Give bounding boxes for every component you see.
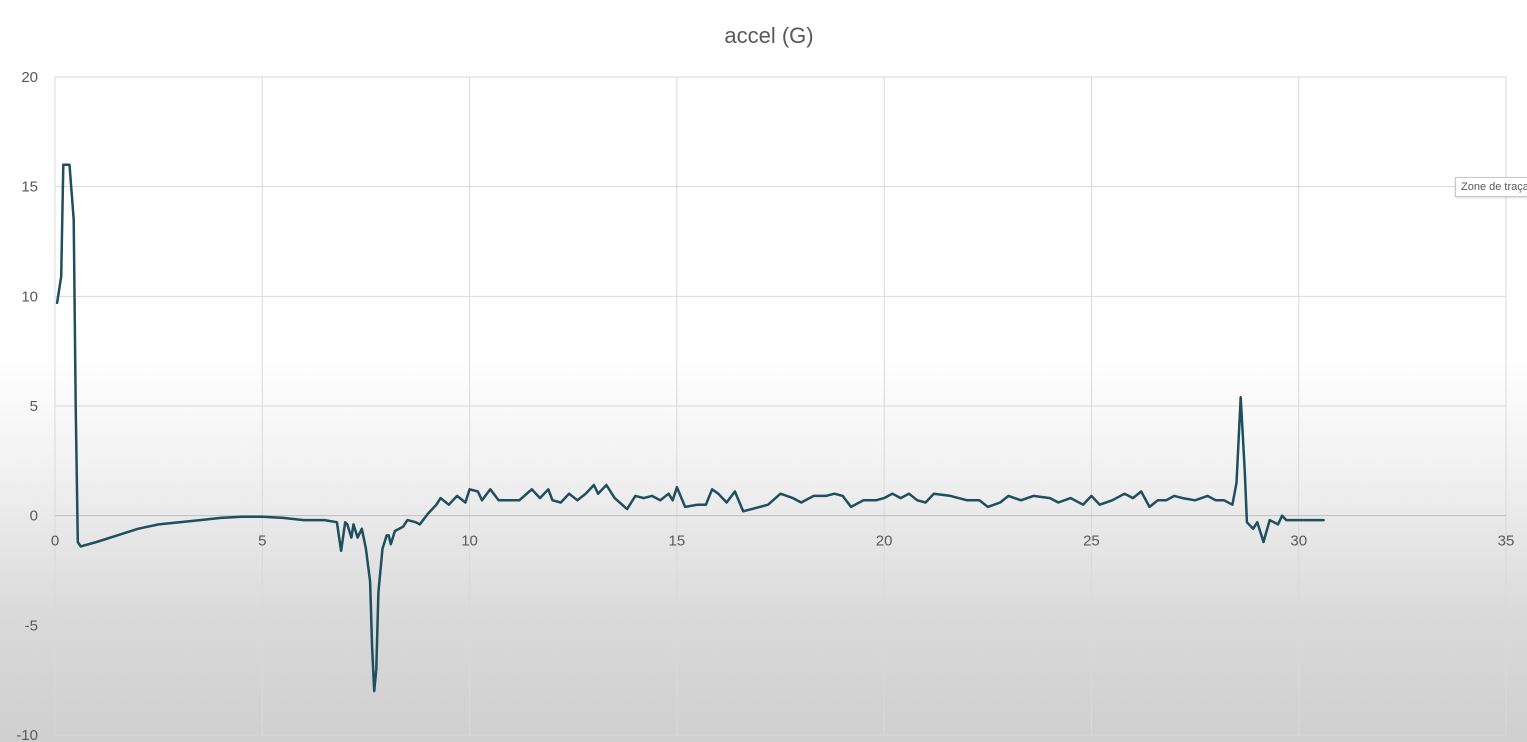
y-tick-label: -5 — [25, 617, 38, 634]
chart-title: accel (G) — [724, 23, 813, 48]
y-tick-label: 5 — [30, 398, 38, 415]
x-tick-label: 5 — [258, 533, 266, 550]
plot-area-tooltip: Zone de traçage — [1455, 177, 1527, 197]
grid — [54, 76, 1507, 736]
y-tick-label: 0 — [30, 508, 38, 525]
y-tick-label: 20 — [21, 69, 38, 86]
y-tick-label: 10 — [21, 288, 38, 305]
y-tick-label: -10 — [16, 727, 38, 742]
x-tick-label: 35 — [1498, 533, 1515, 550]
y-tick-label: 15 — [21, 179, 38, 196]
x-tick-label: 20 — [876, 533, 893, 550]
x-tick-label: 30 — [1290, 533, 1307, 550]
x-tick-label: 25 — [1083, 533, 1100, 550]
x-tick-label: 15 — [669, 533, 686, 550]
series-line[interactable] — [55, 163, 1325, 693]
series-layer — [55, 163, 1325, 693]
x-tick-label: 0 — [51, 533, 59, 550]
x-tick-label: 10 — [461, 533, 478, 550]
tick-labels: 0 5 10 15 20 25 30 35 -10 -5 0 5 10 15 20 — [16, 69, 1514, 742]
